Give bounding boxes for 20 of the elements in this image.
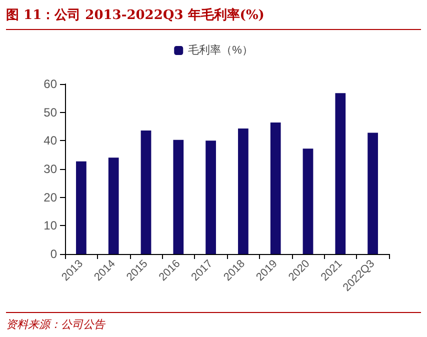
bar [335, 93, 346, 254]
bar [368, 132, 378, 254]
bar [108, 158, 119, 254]
text: 资料来源：公司公告 [6, 312, 421, 332]
bar [270, 122, 281, 254]
y-tick-label: 20 [44, 190, 58, 204]
y-tick-label: 10 [44, 218, 58, 233]
legend-label: 毛利率（%） [188, 44, 253, 56]
bar [76, 161, 86, 254]
bar [302, 148, 314, 254]
y-tick-label: 40 [44, 134, 58, 148]
y-tick-label: 0 [50, 247, 58, 261]
bar [238, 128, 248, 254]
y-tick-label: 60 [44, 77, 58, 91]
bar [173, 140, 184, 254]
y-tick-label: 30 [44, 162, 58, 176]
chart-title: 图 11：公司 2013-2022Q3 年毛利率(%) [6, 6, 421, 30]
y-tick-label: 50 [44, 105, 58, 120]
bar [206, 140, 216, 254]
bar [140, 130, 152, 254]
